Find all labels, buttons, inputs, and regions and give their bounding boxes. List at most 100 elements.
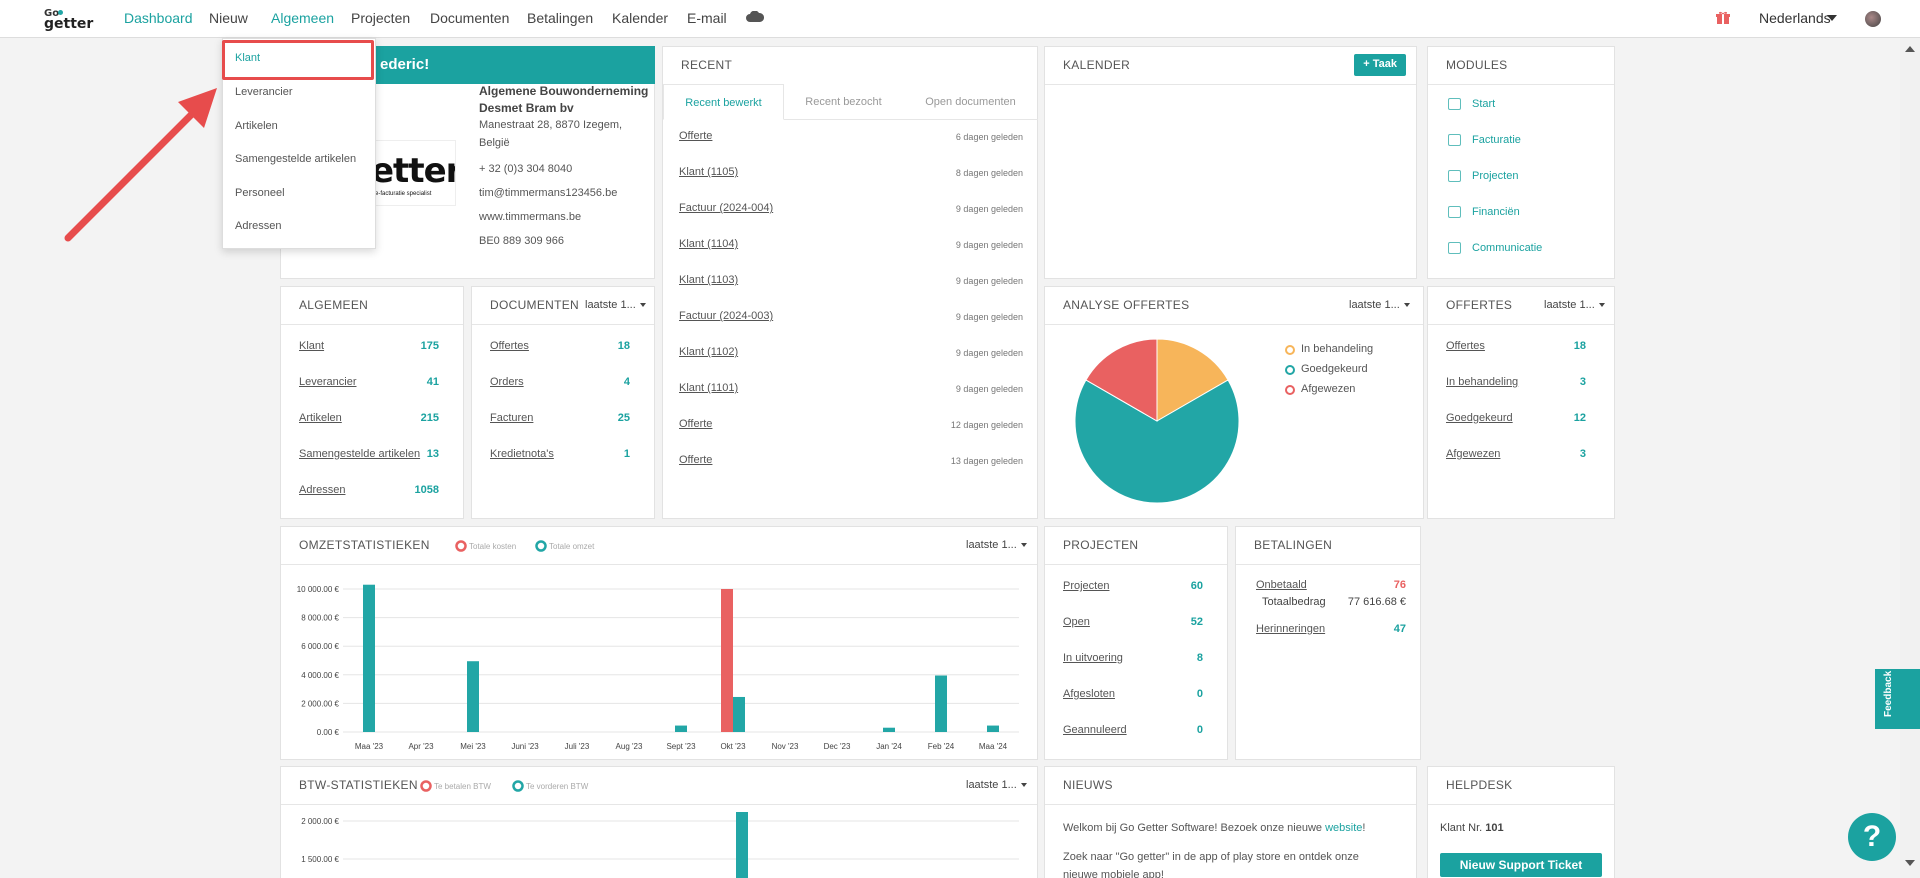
stat-label[interactable]: Artikelen <box>299 412 342 424</box>
recent-item-link[interactable]: Klant (1103) <box>679 274 739 286</box>
bar[interactable] <box>721 589 733 732</box>
legend-dot-icon <box>1285 365 1295 375</box>
pie-slice[interactable] <box>1085 338 1158 422</box>
nav-dashboard[interactable]: Dashboard <box>124 10 193 26</box>
recent-item-link[interactable]: Offerte <box>679 418 713 430</box>
modules-panel: MODULES Start Facturatie Projecten Finan… <box>1427 46 1615 279</box>
x-tick-label: Okt '23 <box>720 742 746 751</box>
menu-item-artikelen[interactable]: Artikelen <box>235 120 278 132</box>
menu-item-personeel[interactable]: Personeel <box>235 187 285 199</box>
bar[interactable] <box>736 812 748 878</box>
feedback-tab[interactable]: Feedback <box>1875 669 1920 729</box>
stat-label[interactable]: Projecten <box>1063 580 1110 592</box>
stat-value: 76 <box>1393 579 1406 591</box>
help-button[interactable]: ? <box>1848 813 1896 861</box>
tab-recent-bezocht[interactable]: Recent bezocht <box>784 84 903 120</box>
pie-slice[interactable] <box>1074 379 1240 504</box>
recent-item-date: 13 dagen geleden <box>950 456 1023 466</box>
tab-open-documenten[interactable]: Open documenten <box>903 84 1038 120</box>
x-tick-label: Mei '23 <box>460 742 486 751</box>
nav-documenten[interactable]: Documenten <box>430 10 510 26</box>
stat-label[interactable]: Offertes <box>490 340 529 352</box>
scroll-up-icon[interactable] <box>1905 46 1915 52</box>
offertes-period-dropdown[interactable]: laatste 1... <box>1544 299 1605 311</box>
btw-period-dropdown[interactable]: laatste 1... <box>966 779 1027 791</box>
bar[interactable] <box>733 696 745 732</box>
stat-label[interactable]: Open <box>1063 616 1090 628</box>
stat-label[interactable]: Klant <box>299 340 325 352</box>
stat-label[interactable]: Geannuleerd <box>1063 724 1127 736</box>
recent-item-link[interactable]: Offerte <box>679 454 713 466</box>
scroll-thumb[interactable] <box>1905 60 1915 850</box>
news-website-link[interactable]: website <box>1325 822 1363 834</box>
legend-label: Totale kosten <box>469 542 516 551</box>
legend-label: Te vorderen BTW <box>526 782 589 791</box>
btw-bar-chart: Te betalen BTW Te vorderen BTW 1 500.00 € 2… <box>301 780 1019 878</box>
documenten-period-dropdown[interactable]: laatste 1... <box>585 299 646 311</box>
stat-label[interactable]: Offertes <box>1446 340 1485 352</box>
chevron-down-icon[interactable] <box>1827 15 1837 21</box>
avatar[interactable] <box>1865 11 1881 27</box>
gogetter-logo[interactable]: Go getter <box>44 8 94 32</box>
scrollbar[interactable] <box>1900 38 1920 878</box>
divider <box>1045 84 1416 85</box>
language-selector[interactable]: Nederlands <box>1759 10 1831 26</box>
x-tick-label: Aug '23 <box>616 742 643 751</box>
stat-label[interactable]: Afgewezen <box>1446 448 1501 460</box>
cloud-icon[interactable] <box>746 11 764 22</box>
recent-item-link[interactable]: Offerte <box>679 130 713 142</box>
stat-label[interactable]: Herinneringen <box>1256 623 1326 635</box>
nav-projecten[interactable]: Projecten <box>351 10 411 26</box>
stat-value: 12 <box>1573 412 1586 424</box>
stat-label[interactable]: Afgesloten <box>1063 688 1115 700</box>
stat-label[interactable]: Adressen <box>299 484 346 496</box>
y-tick-label: 4 000.00 € <box>301 671 339 680</box>
scroll-down-icon[interactable] <box>1905 860 1915 866</box>
stat-label[interactable]: Facturen <box>490 412 534 424</box>
bar[interactable] <box>363 584 375 732</box>
bar[interactable] <box>675 725 687 732</box>
stat-label[interactable]: Kredietnota's <box>490 448 554 460</box>
menu-item-klant[interactable]: Klant <box>235 52 261 64</box>
recent-item-link[interactable]: Klant (1101) <box>679 382 739 394</box>
tab-recent-bewerkt[interactable]: Recent bewerkt <box>663 84 784 120</box>
recent-item-link[interactable]: Klant (1102) <box>679 346 739 358</box>
stat-label[interactable]: Goedgekeurd <box>1446 412 1513 424</box>
recent-item-link[interactable]: Factuur (2024-003) <box>679 310 774 322</box>
menu-item-leverancier[interactable]: Leverancier <box>235 86 293 98</box>
divider <box>1428 804 1614 805</box>
stat-label[interactable]: In behandeling <box>1446 376 1519 388</box>
analyse-period-dropdown[interactable]: laatste 1... <box>1349 299 1410 311</box>
highlight-box <box>222 40 374 80</box>
gift-icon[interactable] <box>1716 11 1730 25</box>
add-task-button[interactable]: + Taak <box>1354 54 1406 76</box>
nav-betalingen[interactable]: Betalingen <box>527 10 594 26</box>
stat-label[interactable]: Orders <box>490 376 524 388</box>
new-support-ticket-button[interactable]: Nieuw Support Ticket <box>1440 853 1602 877</box>
recent-item-link[interactable]: Klant (1104) <box>679 238 739 250</box>
stat-label[interactable]: In uitvoering <box>1063 652 1123 664</box>
stat-label[interactable]: Leverancier <box>299 376 357 388</box>
divider <box>281 564 1037 565</box>
nav-algemeen[interactable]: Algemeen <box>271 10 335 26</box>
menu-item-samengestelde-artikelen[interactable]: Samengestelde artikelen <box>235 153 357 165</box>
stat-label[interactable]: Onbetaald <box>1256 579 1307 591</box>
bar[interactable] <box>883 727 895 732</box>
y-tick-label: 10 000.00 € <box>297 585 340 594</box>
x-tick-label: Jan '24 <box>876 742 902 751</box>
nav-email[interactable]: E-mail <box>687 10 727 26</box>
bar[interactable] <box>467 661 479 732</box>
stat-value: 47 <box>1393 623 1406 635</box>
nav-nieuw[interactable]: Nieuw <box>209 10 248 26</box>
menu-item-adressen[interactable]: Adressen <box>235 220 282 232</box>
recent-item-link[interactable]: Factuur (2024-004) <box>679 202 774 214</box>
communication-icon <box>1448 242 1461 254</box>
bar[interactable] <box>935 675 947 732</box>
bar[interactable] <box>987 725 999 732</box>
stat-label[interactable]: Samengestelde artikelen <box>299 448 421 460</box>
omzet-period-dropdown[interactable]: laatste 1... <box>966 539 1027 551</box>
recent-item-link[interactable]: Klant (1105) <box>679 166 739 178</box>
nav-kalender[interactable]: Kalender <box>612 10 669 26</box>
projecten-title: PROJECTEN <box>1063 538 1139 552</box>
pie-slice[interactable] <box>1156 338 1229 422</box>
